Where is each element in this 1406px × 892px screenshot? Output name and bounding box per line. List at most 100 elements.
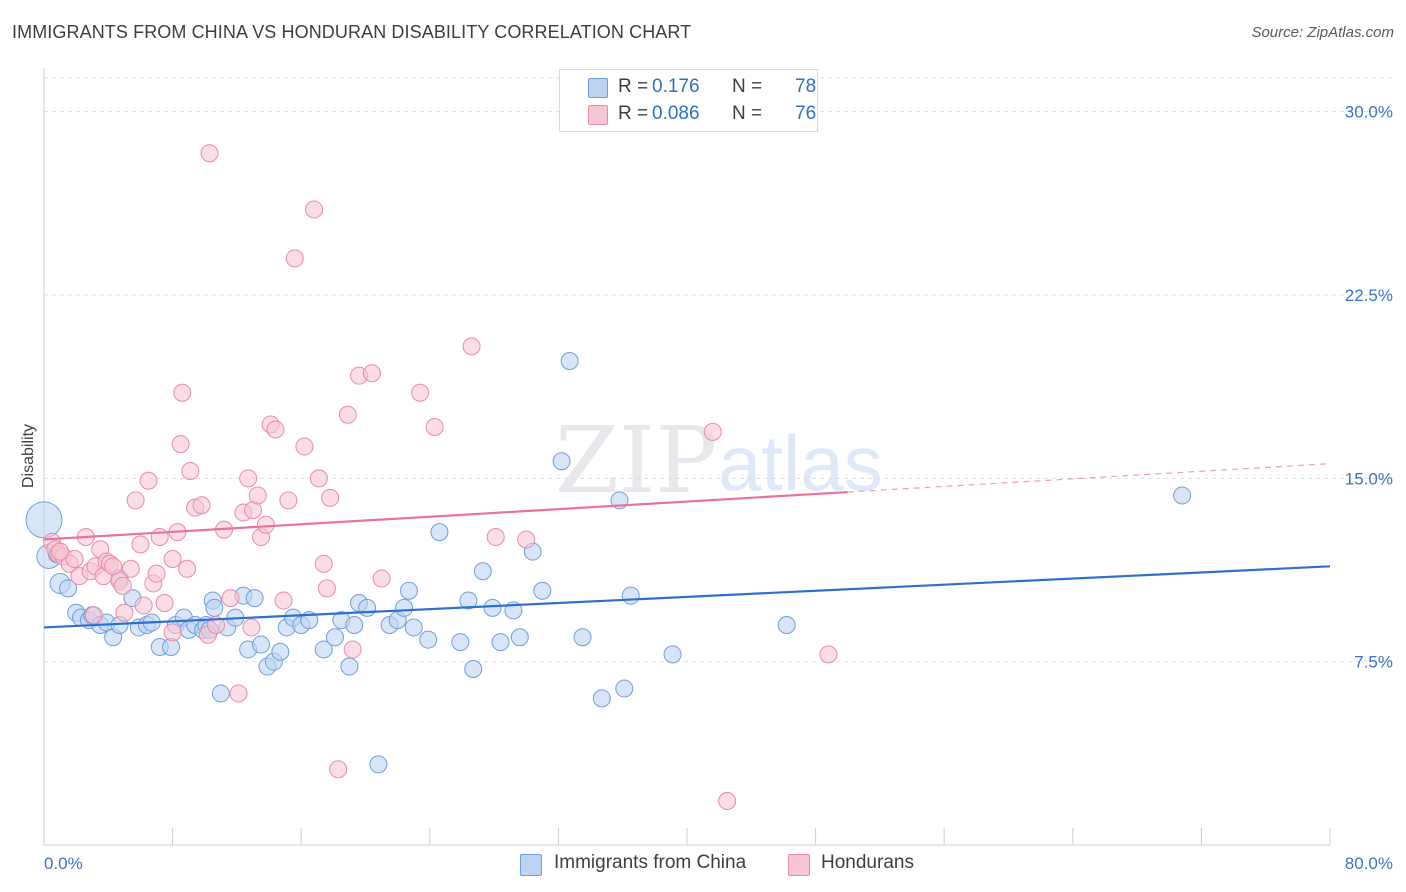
honduran-point (147, 564, 166, 583)
china-point (510, 628, 529, 647)
source-label: Source: ZipAtlas.com (1251, 24, 1394, 41)
honduran-point (84, 606, 103, 625)
honduran-point (279, 491, 298, 510)
china-point (358, 598, 377, 617)
honduran-point (256, 515, 275, 534)
y-tick-label: 30.0% (1345, 103, 1393, 122)
honduran-point (703, 422, 722, 441)
china-point (464, 660, 483, 678)
honduran-point (248, 486, 267, 505)
trend-lines (43, 463, 1331, 629)
china-point (473, 562, 492, 581)
honduran-point (285, 249, 304, 268)
china-point (491, 633, 510, 652)
china-point (621, 586, 640, 605)
legend-swatch-pink (788, 854, 810, 876)
honduran-point (221, 589, 240, 608)
honduran-point (486, 528, 505, 546)
china-point (615, 679, 634, 698)
honduran-point (362, 364, 381, 383)
honduran-point (163, 550, 182, 568)
honduran-point (517, 530, 536, 549)
legend-label-hondurans: Hondurans (821, 852, 914, 873)
honduran-point (343, 640, 362, 659)
china-point (399, 581, 418, 600)
x-tick-label-max: 80.0% (1345, 854, 1393, 873)
honduran-point (150, 528, 169, 546)
honduran-point (121, 559, 140, 578)
china-point (1173, 486, 1192, 505)
honduran-point (305, 200, 324, 219)
honduran-point (200, 144, 219, 163)
legend-n-value: 78 (795, 76, 817, 97)
y-tick-label: 7.5% (1354, 653, 1393, 672)
honduran-point (163, 623, 182, 642)
china-point (369, 755, 388, 774)
honduran-point (192, 496, 211, 515)
x-tick-label-min: 0.0% (44, 854, 83, 873)
trend-line-china (43, 565, 1331, 629)
china-point (314, 640, 333, 659)
china-point (211, 684, 230, 703)
watermark: ZIP atlas (555, 407, 883, 514)
honduran-point (274, 591, 293, 610)
china-point (340, 657, 359, 676)
china-point (395, 598, 414, 617)
honduran-point (425, 418, 444, 436)
china-point (459, 591, 478, 610)
china-point (25, 501, 63, 539)
china-point (777, 616, 796, 634)
watermark-zip: ZIP (555, 407, 717, 514)
china-point (271, 642, 290, 661)
y-tick-label: 22.5% (1345, 286, 1393, 305)
china-point (245, 589, 264, 608)
honduran-point (819, 645, 838, 664)
honduran-point (321, 488, 340, 507)
honduran-point (329, 760, 348, 779)
honduran-point (51, 542, 70, 561)
honduran-point (126, 491, 145, 510)
series-hondurans (43, 144, 838, 810)
honduran-point (266, 420, 285, 439)
legend-swatch-blue (520, 854, 542, 876)
honduran-point (181, 462, 200, 480)
legend-n-value: 76 (795, 103, 817, 124)
china-point (560, 352, 579, 370)
china-point (325, 628, 344, 647)
chart-title: IMMIGRANTS FROM CHINA VS HONDURAN DISABI… (12, 22, 692, 42)
china-point (430, 523, 449, 542)
china-point (573, 628, 592, 647)
honduran-point (718, 792, 737, 810)
correlation-legend: R = 0.176 N = 78 R = 0.086 N = 76 (559, 69, 818, 132)
honduran-point (134, 596, 153, 615)
axis-labels: 7.5% 15.0% 22.5% 30.0% 0.0% 80.0% Disability (20, 103, 1393, 873)
china-point (451, 633, 470, 652)
china-point (345, 616, 364, 634)
honduran-point (155, 594, 174, 612)
honduran-point (314, 554, 333, 573)
honduran-point (173, 383, 192, 402)
honduran-point (113, 576, 132, 595)
china-point (663, 645, 682, 664)
legend-n-label: N = (732, 76, 763, 97)
china-point (419, 630, 438, 649)
china-point (592, 689, 611, 708)
trend-line-hondurans (43, 490, 848, 541)
honduran-point (338, 405, 357, 424)
honduran-point (295, 437, 314, 456)
watermark-atlas: atlas (718, 419, 883, 507)
legend-r-label: R = (618, 103, 649, 124)
honduran-point (131, 535, 150, 554)
legend-r-label: R = (618, 76, 649, 97)
trend-line-hondurans-extension (847, 463, 1331, 493)
legend-r-value: 0.086 (652, 103, 700, 124)
legend-swatch-blue (588, 78, 608, 98)
legend-swatch-pink (588, 105, 608, 125)
honduran-point (411, 383, 430, 402)
china-point (404, 618, 423, 637)
legend-n-label: N = (732, 103, 763, 124)
legend-label-china: Immigrants from China (554, 852, 747, 873)
gridlines (44, 77, 1392, 663)
china-point (252, 635, 271, 654)
